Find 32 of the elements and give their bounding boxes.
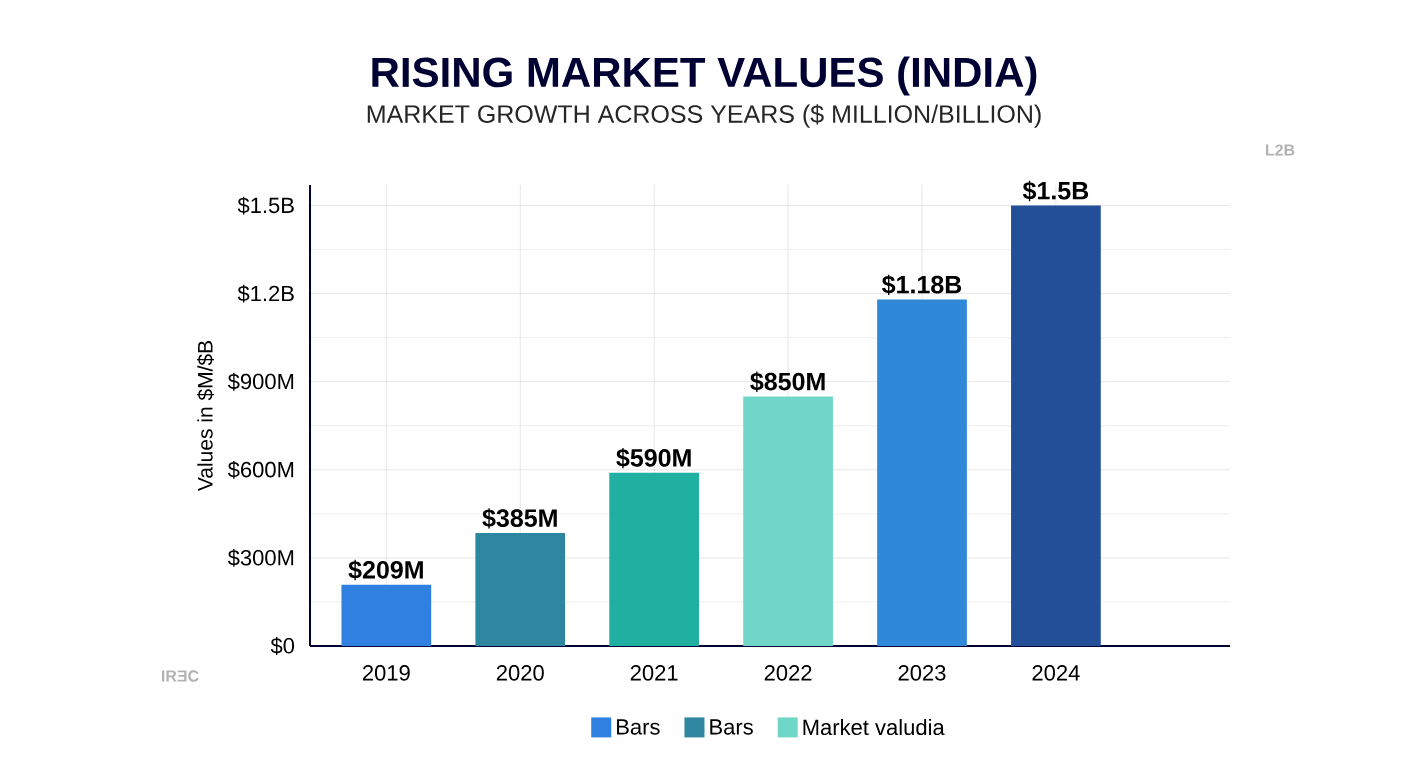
chart-title: RISING MARKET VALUES (INDIA): [372, 56, 1037, 96]
y-tick-label: $1.2B: [237, 284, 294, 303]
y-axis-title: Values in $M/$B: [196, 340, 214, 492]
x-tick-label: 2019: [362, 665, 410, 681]
text: L2B: [1265, 144, 1295, 156]
y-tick-label: $300M: [227, 549, 294, 567]
data-label: $1.18B: [882, 274, 962, 296]
x-tick-label: 2020: [496, 665, 544, 681]
x-tick-label: 2021: [630, 665, 678, 681]
data-label: $1.5B: [1022, 180, 1089, 202]
legend-label: Bars: [710, 719, 753, 735]
bar: [877, 299, 967, 646]
data-label: $590M: [616, 447, 691, 469]
text: IRƎC: [161, 670, 199, 682]
bar: [743, 396, 833, 646]
bar: [609, 472, 700, 646]
y-tick-label: $900M: [227, 372, 294, 391]
data-label: $850M: [750, 371, 825, 393]
legend-label: Market valudia: [803, 718, 945, 736]
bar: [1011, 205, 1101, 646]
y-tick-label: $600M: [227, 460, 294, 479]
data-label: $209M: [348, 559, 423, 581]
x-tick-label: 2022: [764, 665, 812, 681]
x-tick-label: 2024: [1032, 665, 1080, 681]
y-tick-label: $0: [270, 637, 295, 655]
legend-label: Bars: [617, 719, 660, 735]
x-tick-label: 2023: [898, 665, 946, 681]
bar: [475, 532, 566, 646]
data-label: $385M: [482, 508, 557, 529]
chart-subtitle: MARKET GROWTH ACROSS YEARS ($ MILLION/BILLION): [367, 104, 1041, 128]
bar: [341, 584, 432, 646]
y-tick-label: $1.5B: [237, 196, 294, 215]
